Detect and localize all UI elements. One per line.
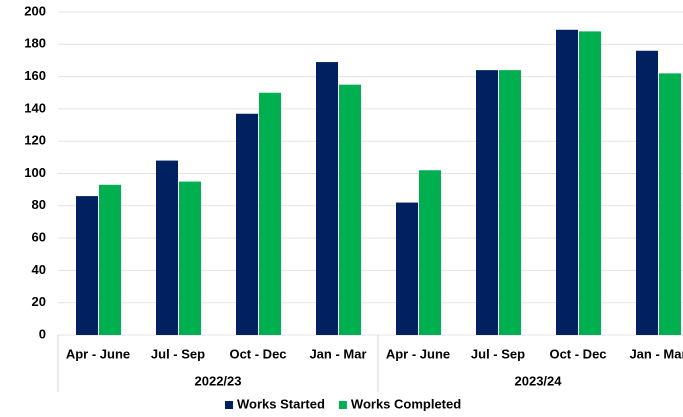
y-tick-label: 200 <box>24 3 46 18</box>
x-tick-label: Oct - Dec <box>229 346 286 361</box>
bar <box>396 202 418 335</box>
y-tick-label: 0 <box>39 326 46 341</box>
legend-swatch <box>225 401 233 409</box>
x-tick-label: Apr - June <box>66 346 130 361</box>
y-tick-label: 180 <box>24 36 46 51</box>
x-tick-label: Jul - Sep <box>151 346 205 361</box>
bar <box>316 62 338 335</box>
bar <box>636 50 658 335</box>
legend-swatch <box>338 401 347 409</box>
legend-label: Works Completed <box>351 396 461 411</box>
y-tick-label: 120 <box>24 133 46 148</box>
y-tick-label: 60 <box>32 230 46 245</box>
x-tick-label: Jul - Sep <box>471 346 525 361</box>
bar <box>499 70 521 335</box>
bar <box>76 196 98 335</box>
y-tick-label: 160 <box>24 68 46 83</box>
bar <box>556 29 578 335</box>
y-tick-label: 100 <box>24 165 46 180</box>
bar <box>259 92 281 335</box>
y-tick-label: 140 <box>24 100 46 115</box>
bar <box>339 84 361 335</box>
bar <box>476 70 498 335</box>
legend-label: Works Started <box>237 396 325 411</box>
y-tick-label: 80 <box>32 197 46 212</box>
bar <box>156 160 178 335</box>
x-tick-label: Oct - Dec <box>549 346 606 361</box>
bar <box>236 113 258 336</box>
bar <box>419 170 441 335</box>
y-tick-label: 40 <box>32 262 46 277</box>
x-tick-label: Jan - Mar <box>629 346 683 361</box>
group-label: 2023/24 <box>515 373 563 388</box>
bar <box>99 184 121 335</box>
group-label: 2022/23 <box>195 373 242 388</box>
x-tick-label: Apr - June <box>386 346 450 361</box>
bar <box>659 73 681 336</box>
legend: Works Started Works Completed <box>225 396 461 411</box>
x-tick-label: Jan - Mar <box>309 346 366 361</box>
bar <box>179 181 201 335</box>
y-tick-label: 20 <box>32 294 46 309</box>
bar <box>579 31 601 335</box>
